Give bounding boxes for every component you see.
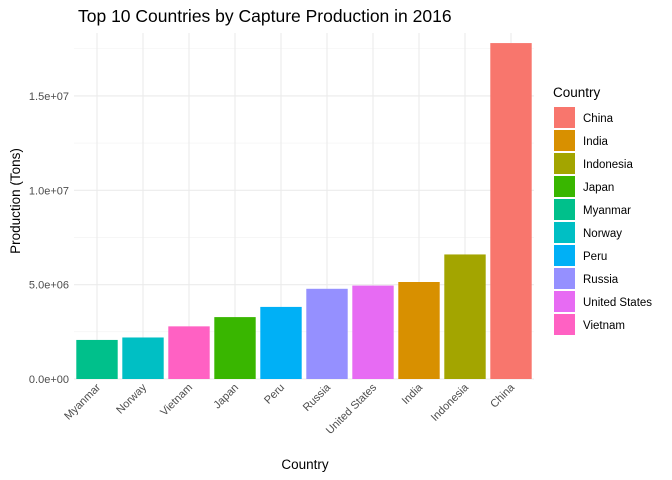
x-tick-label: Peru — [262, 382, 287, 407]
legend-swatch — [554, 176, 575, 197]
bar-myanmar — [76, 339, 118, 379]
legend-label: Norway — [583, 228, 622, 240]
y-tick-label: 1.5e+07 — [29, 91, 69, 103]
y-tick-label: 0.0e+00 — [29, 374, 69, 386]
y-axis-title: Production (Tons) — [8, 148, 23, 254]
legend-label: United States — [583, 297, 652, 309]
y-axis-ticks: 0.0e+00 5.0e+06 1.0e+07 1.5e+07 — [29, 91, 69, 386]
legend-swatch — [554, 245, 575, 266]
x-tick-label: China — [488, 381, 517, 410]
x-tick-label: Japan — [211, 382, 241, 412]
x-tick-label: Vietnam — [158, 382, 195, 419]
legend-label: Japan — [583, 182, 614, 194]
legend-label: Vietnam — [583, 320, 625, 332]
legend-swatch — [554, 130, 575, 151]
x-axis-ticks: Myanmar Norway Vietnam Japan Peru RussiaUnite… — [62, 381, 518, 437]
bar-india — [398, 281, 440, 379]
legend-swatch — [554, 314, 575, 335]
bar-japan — [214, 317, 256, 379]
bars — [76, 43, 532, 380]
x-tick-label: India — [400, 381, 426, 407]
x-tick-label: Myanmar — [62, 381, 103, 422]
legend-swatch — [554, 291, 575, 312]
bar-vietnam — [168, 326, 210, 379]
bar-china — [490, 43, 532, 380]
legend-label: Indonesia — [583, 159, 633, 171]
x-axis-title: Country — [281, 457, 329, 472]
bar-norway — [122, 337, 164, 379]
legend-label: Russia — [583, 274, 619, 286]
x-tick-label: Norway — [114, 381, 149, 416]
bar-peru — [260, 306, 302, 379]
legend-swatch — [554, 222, 575, 243]
legend-swatch — [554, 268, 575, 289]
legend-label: China — [583, 113, 614, 125]
y-tick-label: 1.0e+07 — [29, 185, 69, 197]
legend-swatch — [554, 199, 575, 220]
legend-title: Country — [553, 85, 601, 100]
x-tick-label: Indonesia — [429, 381, 472, 424]
y-tick-label: 5.0e+06 — [29, 280, 69, 292]
legend: Country China India Indonesia Japan Myanmar No… — [553, 85, 652, 335]
bar-indonesia — [444, 254, 486, 379]
bar-united-states — [352, 285, 394, 379]
x-tick-label: Russia — [301, 381, 334, 414]
bar-russia — [306, 288, 348, 379]
legend-label: India — [583, 136, 609, 148]
legend-swatch — [554, 153, 575, 174]
chart-title: Top 10 Countries by Capture Production i… — [78, 6, 452, 26]
legend-label: Myanmar — [583, 205, 631, 217]
legend-swatch — [554, 107, 575, 128]
legend-label: Peru — [583, 251, 607, 263]
